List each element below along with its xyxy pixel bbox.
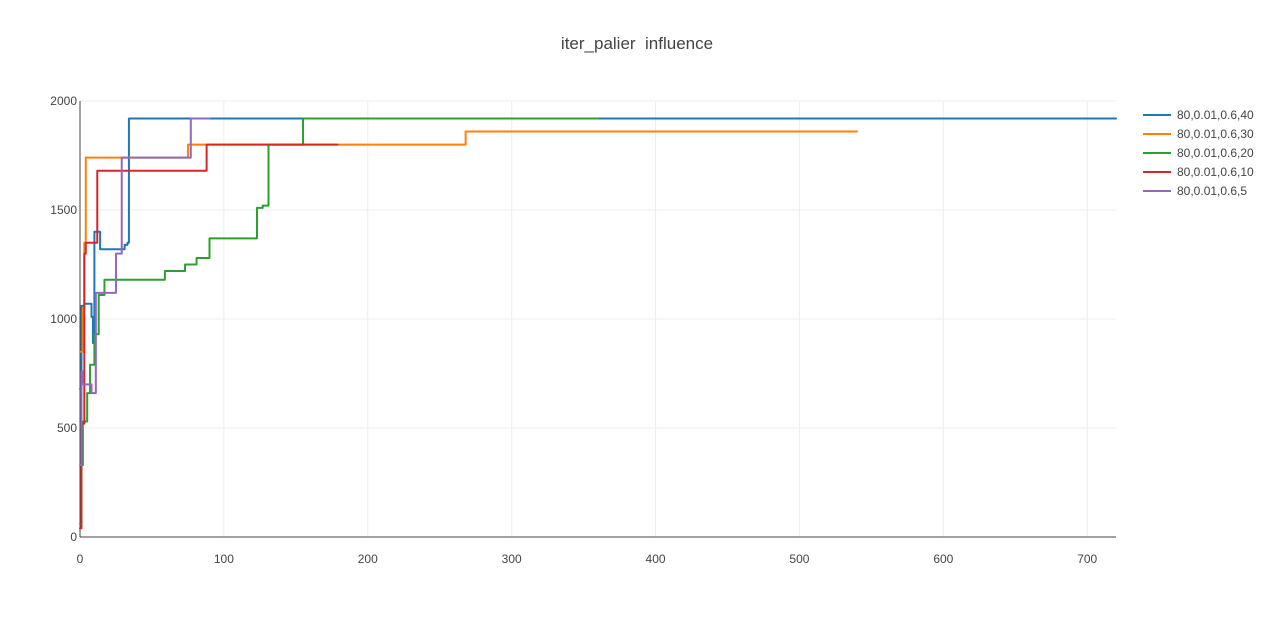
- grid-lines: [80, 100, 1116, 537]
- legend-label: 80,0.01,0.6,5: [1177, 184, 1247, 198]
- y-tick-label: 1000: [50, 312, 77, 326]
- series-line: [79, 117, 211, 467]
- x-tick-label: 200: [358, 552, 378, 566]
- series-line: [79, 117, 599, 525]
- series-lines: [79, 117, 1117, 530]
- chart-title: iter_palier influence: [560, 34, 714, 53]
- legend-label: 80,0.01,0.6,20: [1177, 146, 1254, 160]
- y-tick-label: 2000: [50, 94, 77, 108]
- legend-label: 80,0.01,0.6,10: [1177, 165, 1254, 179]
- x-tick-label: 400: [646, 552, 666, 566]
- x-tick-label: 700: [1077, 552, 1097, 566]
- y-tick-label: 0: [70, 530, 77, 544]
- y-tick-label: 500: [57, 421, 77, 435]
- x-tick-label: 300: [502, 552, 522, 566]
- legend-label: 80,0.01,0.6,30: [1177, 127, 1254, 141]
- series-line: [79, 117, 1117, 390]
- legend-item[interactable]: 80,0.01,0.6,30: [1143, 127, 1254, 141]
- x-tick-label: 600: [933, 552, 953, 566]
- x-tick-label: 500: [789, 552, 809, 566]
- legend-item[interactable]: 80,0.01,0.6,40: [1143, 108, 1254, 122]
- series-line: [79, 130, 858, 353]
- y-tick-label: 1500: [50, 203, 77, 217]
- tick-labels: 0 100 200 300 400 500 600 700 0 500 1000 1500 2000: [50, 94, 1097, 566]
- x-tick-label: 100: [214, 552, 234, 566]
- legend-label: 80,0.01,0.6,40: [1177, 108, 1254, 122]
- legend[interactable]: 80,0.01,0.6,40 80,0.01,0.6,30 80,0.01,0.6,…: [1143, 108, 1254, 198]
- legend-item[interactable]: 80,0.01,0.6,10: [1143, 165, 1254, 179]
- series-line: [79, 143, 339, 530]
- legend-item[interactable]: 80,0.01,0.6,5: [1143, 184, 1247, 198]
- legend-item[interactable]: 80,0.01,0.6,20: [1143, 146, 1254, 160]
- x-tick-label: 0: [77, 552, 84, 566]
